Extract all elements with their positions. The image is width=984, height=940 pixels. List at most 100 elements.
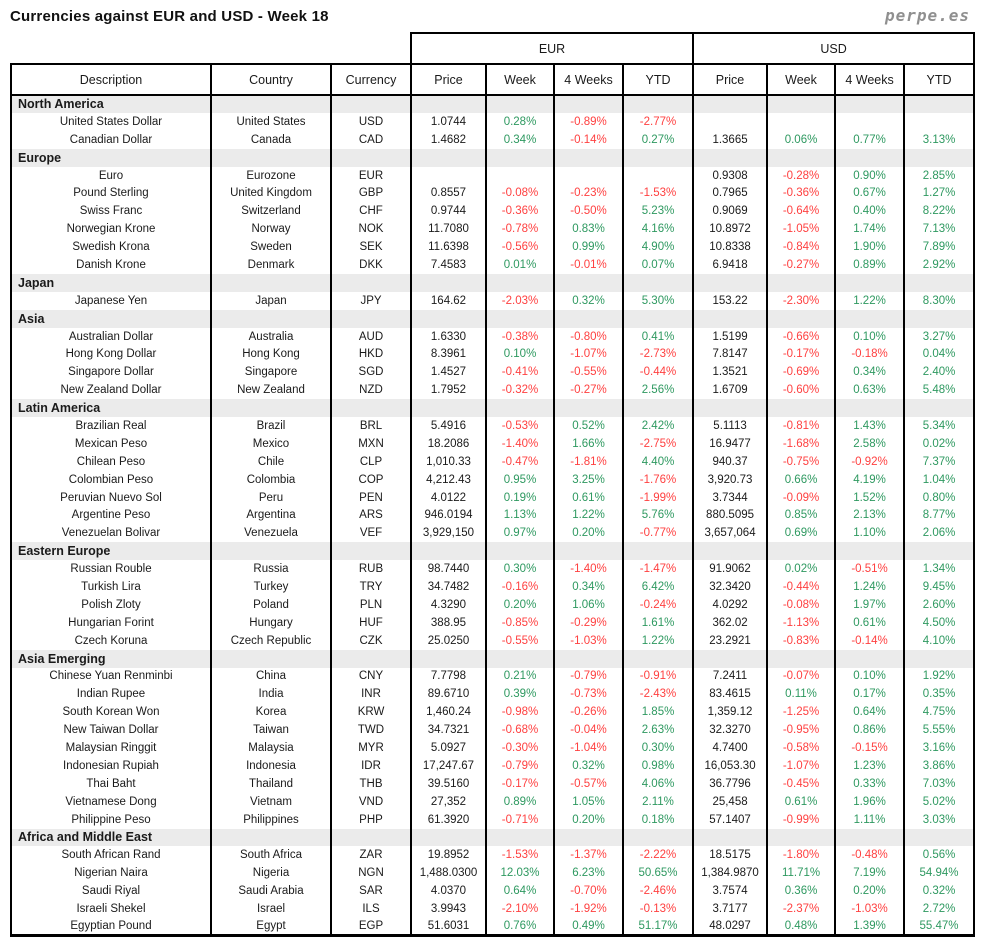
cell-country: Japan [210, 291, 332, 310]
section-title: Eastern Europe [10, 542, 212, 561]
cell-usd-week: -0.81% [766, 417, 837, 435]
cell-description: Australian Dollar [10, 327, 212, 346]
cell-description: Philippine Peso [10, 810, 212, 829]
section-cell [834, 148, 906, 167]
table-row: New Zealand Dollar New Zealand NZD 1.7952 -0… [10, 381, 976, 400]
cell-usd-price: 7.2411 [692, 667, 769, 686]
section-cell [553, 399, 624, 418]
cell-usd-price: 1,359.12 [692, 703, 769, 722]
section-row: Africa and Middle East [10, 828, 976, 847]
table-row: Czech Koruna Czech Republic CZK 25.0250 -0.5… [10, 631, 976, 650]
cell-currency: CZK [330, 631, 412, 650]
table-row: Hungarian Forint Hungary HUF 388.95 -0.85% -0… [10, 613, 976, 632]
cell-usd-price: 32.3420 [692, 578, 769, 596]
cell-eur-ytd: 6.42% [621, 578, 695, 596]
cell-eur-4weeks: -1.40% [553, 560, 624, 579]
cell-description: Nigerian Naira [10, 864, 212, 883]
cell-usd-ytd: 8.22% [903, 202, 976, 221]
cell-country: Sweden [210, 238, 332, 257]
cell-eur-ytd: 4.40% [621, 452, 695, 471]
cell-usd-price: 91.9062 [692, 560, 769, 579]
section-cell [485, 309, 555, 328]
column-header-country: Country [210, 63, 332, 96]
cell-eur-4weeks: 0.52% [553, 417, 624, 435]
cell-eur-ytd: 2.11% [621, 792, 695, 811]
cell-currency: SGD [330, 363, 412, 382]
cell-eur-4weeks: 0.49% [553, 917, 624, 938]
cell-eur-ytd: 0.18% [621, 810, 695, 829]
table-row: Mexican Peso Mexico MXN 18.2086 -1.40% 1.66% -… [10, 434, 976, 453]
section-cell [903, 273, 976, 292]
cell-usd-price: 0.9069 [692, 202, 769, 221]
cell-description: Colombian Peso [10, 470, 212, 489]
cell-country: Singapore [210, 363, 332, 382]
cell-eur-week: -0.53% [485, 417, 555, 435]
cell-eur-week: -0.68% [485, 721, 555, 740]
column-header-description: Description [10, 63, 212, 96]
cell-usd-week: -0.75% [766, 452, 837, 471]
table-row: South African Rand South Africa ZAR 19.8952… [10, 846, 976, 865]
cell-usd-ytd: 2.92% [903, 256, 976, 274]
cell-description: Malaysian Ringgit [10, 739, 212, 757]
cell-description: Chinese Yuan Renminbi [10, 667, 212, 686]
table-row: Swiss Franc Switzerland CHF 0.9744 -0.36% -0.… [10, 202, 976, 221]
cell-country: India [210, 685, 332, 704]
cell-usd-week: -0.08% [766, 595, 837, 614]
cell-country: Nigeria [210, 864, 332, 883]
cell-country: Mexico [210, 434, 332, 453]
cell-eur-price: 0.8557 [410, 184, 487, 203]
cell-eur-price [410, 166, 487, 185]
section-row: Latin America [10, 399, 976, 418]
cell-eur-price: 946.0194 [410, 506, 487, 525]
cell-usd-price: 32.3270 [692, 721, 769, 740]
section-cell [766, 273, 837, 292]
section-cell [834, 828, 906, 847]
cell-usd-price: 16.9477 [692, 434, 769, 453]
cell-currency: MYR [330, 739, 412, 757]
cell-usd-ytd: 1.92% [903, 667, 976, 686]
cell-usd-price: 3.7574 [692, 882, 769, 901]
cell-usd-price: 3,920.73 [692, 470, 769, 489]
cell-eur-4weeks [553, 166, 624, 185]
cell-eur-week: 0.28% [485, 112, 555, 131]
cell-usd-4weeks: 1.96% [834, 792, 906, 811]
section-row: Europe [10, 148, 976, 167]
cell-description: Hong Kong Dollar [10, 345, 212, 364]
page-title: Currencies against EUR and USD - Week 18 [10, 8, 329, 25]
section-cell [330, 399, 412, 418]
cell-eur-ytd: 1.22% [621, 631, 695, 650]
cell-country: United States [210, 112, 332, 131]
section-cell [692, 95, 769, 113]
cell-description: Canadian Dollar [10, 130, 212, 149]
cell-currency: CHF [330, 202, 412, 221]
cell-eur-ytd: 5.76% [621, 506, 695, 525]
cell-eur-week [485, 166, 555, 185]
cell-eur-week: 0.34% [485, 130, 555, 149]
brand-watermark: perpe.es [884, 6, 970, 25]
cell-usd-4weeks: 0.40% [834, 202, 906, 221]
cell-eur-ytd: -2.75% [621, 434, 695, 453]
cell-eur-4weeks: -1.03% [553, 631, 624, 650]
cell-eur-price: 11.7080 [410, 220, 487, 239]
section-cell [410, 649, 487, 668]
cell-eur-price: 1.4527 [410, 363, 487, 382]
cell-country: Russia [210, 560, 332, 579]
cell-usd-ytd: 2.06% [903, 524, 976, 543]
cell-usd-week: 0.66% [766, 470, 837, 489]
cell-eur-4weeks: -0.14% [553, 130, 624, 149]
cell-usd-ytd: 0.80% [903, 488, 976, 507]
cell-eur-price: 0.9744 [410, 202, 487, 221]
cell-eur-price: 164.62 [410, 291, 487, 310]
cell-eur-4weeks: 0.99% [553, 238, 624, 257]
column-header-usd-ytd: YTD [903, 63, 976, 96]
section-cell [410, 273, 487, 292]
column-header-row: Description Country Currency Price Week 4 Wee… [10, 63, 976, 96]
section-cell [834, 273, 906, 292]
cell-usd-4weeks: 1.43% [834, 417, 906, 435]
cell-usd-4weeks: 4.19% [834, 470, 906, 489]
cell-eur-week: -1.40% [485, 434, 555, 453]
section-cell [553, 542, 624, 561]
cell-eur-ytd: 2.63% [621, 721, 695, 740]
cell-eur-ytd: 4.06% [621, 774, 695, 793]
cell-usd-4weeks: 1.52% [834, 488, 906, 507]
